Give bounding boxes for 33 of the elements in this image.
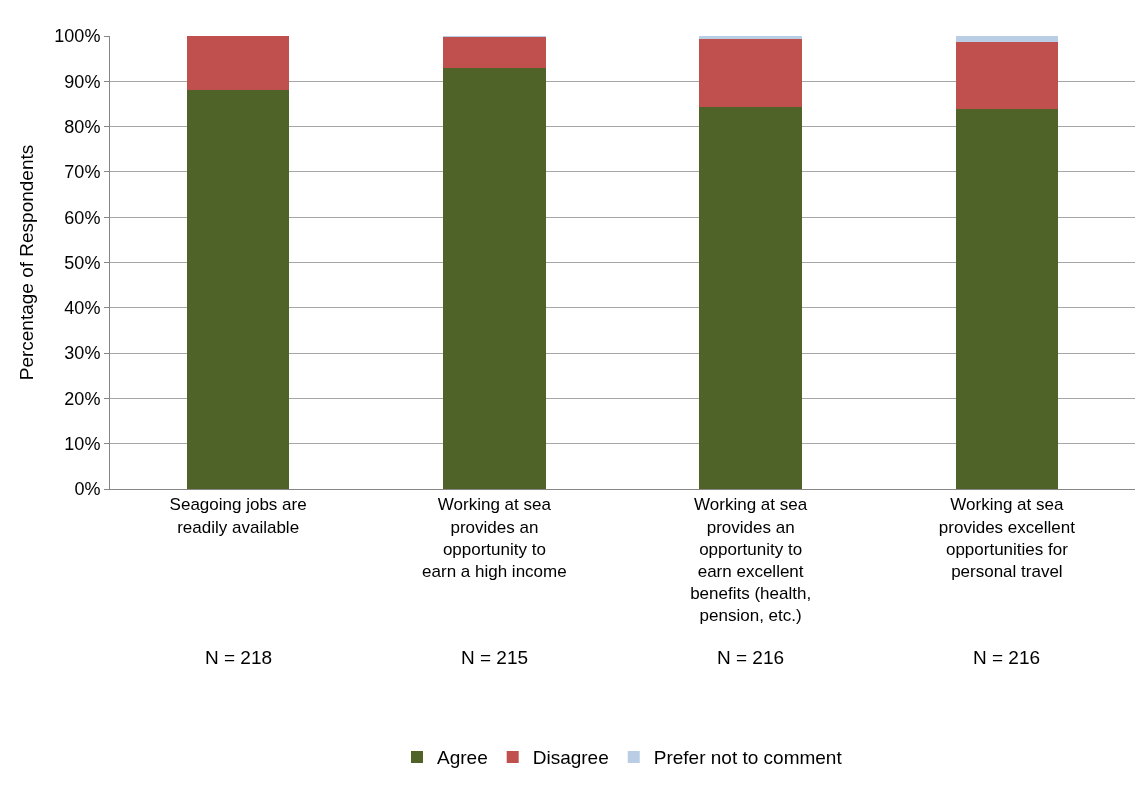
x-tick-label: Working at sea provides an opportunity to earn a high income: [422, 495, 567, 581]
legend-label: Disagree: [532, 747, 609, 769]
y-tick-label: 90%: [64, 71, 101, 92]
bar: [186, 36, 290, 91]
bar: [443, 67, 546, 489]
text: N = 218: [205, 647, 273, 668]
y-tick-label: 10%: [64, 434, 101, 454]
text: N = 215: [461, 647, 529, 668]
bar: [955, 109, 1059, 489]
y-tick-label: 100%: [54, 26, 101, 47]
bar: [699, 107, 802, 489]
bar: [955, 42, 1059, 110]
y-tick-label: 80%: [64, 116, 101, 137]
y-axis-title: Percentage of Respondents: [16, 144, 38, 381]
bar: [443, 36, 546, 68]
x-tick-label: Seagoing jobs are readily available: [169, 495, 307, 537]
y-tick-label: 70%: [64, 162, 101, 183]
text: N = 216: [717, 647, 785, 668]
y-tick-label: 0%: [74, 479, 101, 500]
bar: [699, 36, 802, 39]
bar: [955, 36, 1059, 43]
x-tick-label: Working at sea provides an opportunity to earn excellent benefits (health, pension, etc.): [690, 495, 812, 625]
bar: [699, 38, 802, 108]
bar: [186, 90, 290, 489]
y-tick-label: 40%: [64, 298, 101, 319]
y-tick-label: 50%: [64, 252, 101, 273]
x-tick-label: Working at sea provides excellent opportunities for personal travel: [938, 495, 1076, 581]
text: N = 216: [973, 647, 1041, 668]
legend-label: Prefer not to comment: [653, 747, 843, 769]
y-tick-label: 60%: [64, 207, 101, 228]
y-tick-label: 30%: [64, 343, 101, 364]
legend-label: Agree: [437, 747, 488, 769]
y-tick-label: 20%: [64, 388, 101, 409]
